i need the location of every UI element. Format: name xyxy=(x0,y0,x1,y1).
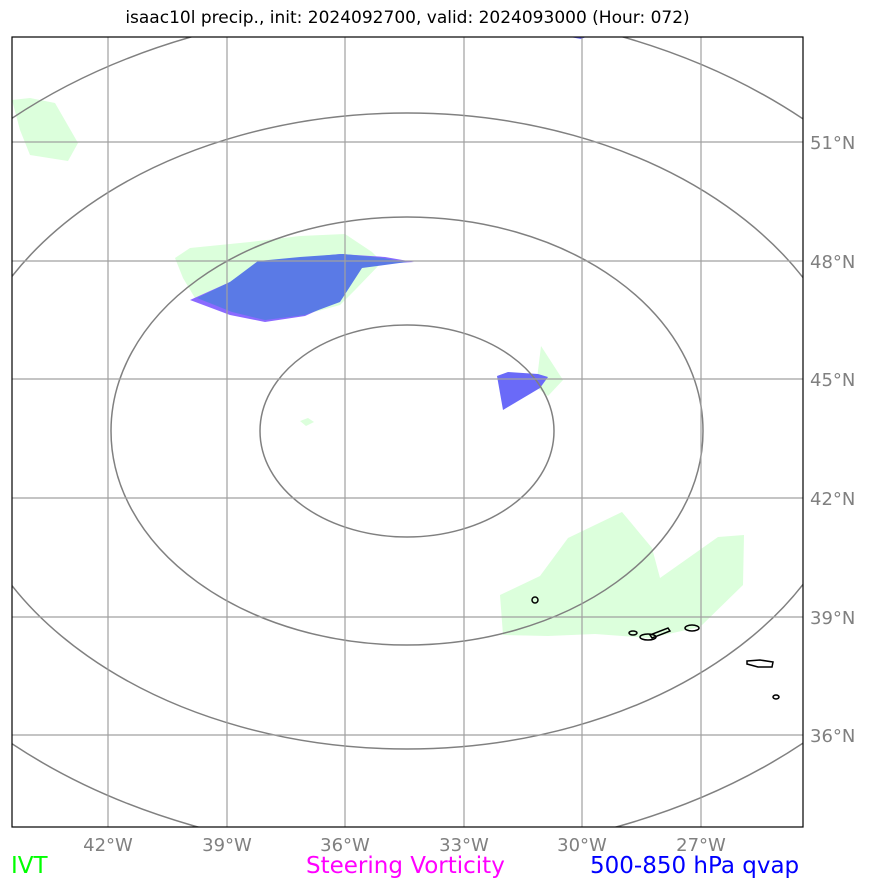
island-terceira xyxy=(684,624,700,632)
contour-2 xyxy=(110,216,704,646)
lon-label-27: 27°W xyxy=(676,835,726,856)
coastlines xyxy=(531,596,780,700)
gridlines xyxy=(12,37,803,827)
ivt-patch-small xyxy=(300,418,314,426)
lat-label-48: 48°N xyxy=(810,252,855,273)
lat-label-42: 42°N xyxy=(810,489,855,510)
map-plot-area xyxy=(12,37,803,827)
ivt-shading xyxy=(12,98,744,638)
map-title: isaac10l precip., init: 2024092700, vali… xyxy=(125,8,690,28)
qvap-shading xyxy=(190,37,586,410)
island-sao-miguel xyxy=(746,659,774,668)
lon-label-39: 39°W xyxy=(202,835,252,856)
contour-3 xyxy=(12,112,803,750)
lon-label-30: 30°W xyxy=(557,835,607,856)
ivt-patch-east xyxy=(536,346,563,396)
legend-qvap: 500-850 hPa qvap xyxy=(590,853,800,879)
plot-frame xyxy=(11,36,804,828)
lat-label-45: 45°N xyxy=(810,370,855,391)
ivt-patch-northwest xyxy=(12,98,78,161)
island-pico xyxy=(639,633,657,641)
lon-labels: 42°W 39°W 36°W 33°W 30°W 27°W xyxy=(83,835,726,856)
lat-label-39: 39°N xyxy=(810,608,855,629)
qvap-patch-east xyxy=(497,372,548,410)
legend-ivt: IVT xyxy=(11,853,48,879)
legend-steering-vorticity: Steering Vorticity xyxy=(306,853,505,879)
lon-label-33: 33°W xyxy=(439,835,489,856)
lon-label-36: 36°W xyxy=(320,835,370,856)
island-sao-jorge xyxy=(648,627,672,639)
lat-labels: 51°N 48°N 45°N 42°N 39°N 36°N xyxy=(810,133,855,747)
lon-label-42: 42°W xyxy=(83,835,133,856)
qvap-patch-central xyxy=(197,254,407,320)
island-santa-maria xyxy=(772,694,780,700)
island-graciosa xyxy=(628,630,638,636)
lat-label-36: 36°N xyxy=(810,726,855,747)
height-contours xyxy=(12,37,803,827)
contour-4 xyxy=(12,37,803,827)
contour-1 xyxy=(259,324,555,538)
island-corvo xyxy=(531,596,539,604)
ivt-patch-southeast xyxy=(500,512,744,638)
lat-label-51: 51°N xyxy=(810,133,855,154)
